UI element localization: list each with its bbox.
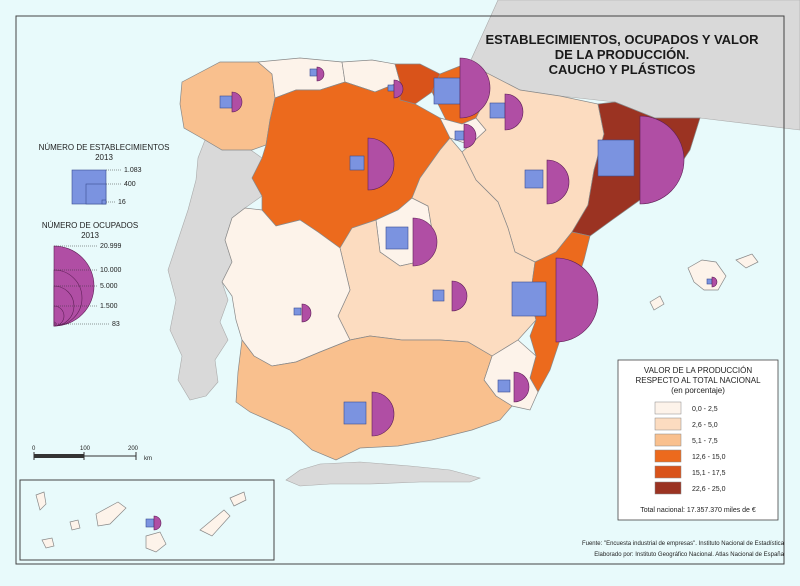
legend-class-label: 5,1 - 7,5 [692, 438, 718, 445]
legend-establishments-value: 16 [118, 199, 126, 206]
employed-semicircle [711, 276, 718, 288]
establishments-square [524, 169, 544, 189]
island-el-hierro [41, 537, 55, 549]
title-line-3: CAUCHO Y PLÁSTICOS [549, 62, 696, 77]
employed-semicircle [513, 371, 530, 403]
africa-land [285, 461, 481, 487]
legend-establishments-title: NÚMERO DE ESTABLECIMIENTOS [39, 143, 170, 152]
employed-semicircle [367, 137, 395, 191]
map-title: ESTABLECIMIENTOS, OCUPADOS Y VALOR DE LA… [485, 32, 759, 77]
title-line-2: DE LA PRODUCCIÓN. [555, 47, 690, 62]
canary-islands [35, 491, 247, 553]
employed-semicircle [393, 79, 404, 99]
legend-class-label: 12,6 - 15,0 [692, 454, 726, 461]
legend-employed: NÚMERO DE OCUPADOS 2013 20.999 10.000 5.… [42, 221, 138, 328]
legend-production-title-3: (en porcentaje) [671, 386, 725, 395]
legend-production-box [617, 359, 779, 521]
legend-employed-value: 10.000 [100, 267, 122, 274]
legend-employed-value: 1.500 [100, 303, 118, 310]
scale-label-0: 0 [32, 446, 36, 452]
employed-semicircle [412, 217, 438, 267]
scale-unit: km [144, 456, 152, 462]
scale-label-200: 200 [128, 446, 139, 452]
employed-semicircle [371, 391, 395, 437]
legend-establishments: NÚMERO DE ESTABLECIMIENTOS 2013 1.083 40… [39, 143, 170, 206]
employed-semicircle [231, 91, 243, 113]
legend-employed-value: 83 [112, 321, 120, 328]
legend-class-swatch [654, 401, 682, 415]
establishments-square [433, 77, 461, 105]
scale-label-100: 100 [80, 446, 91, 452]
employed-semicircle [463, 123, 477, 149]
establishments-square [349, 155, 365, 171]
employed-semicircle [451, 280, 468, 312]
legend-class-swatch [654, 433, 682, 447]
island-lanzarote [229, 491, 247, 507]
establishments-square [309, 68, 318, 77]
employed-semicircle [639, 115, 685, 205]
island-la-gomera [69, 519, 81, 531]
establishments-square [219, 95, 233, 109]
legend-class-swatch [654, 449, 682, 463]
legend-class-swatch [654, 417, 682, 431]
establishments-square [343, 401, 367, 425]
legend-square-small [101, 199, 107, 205]
employed-semicircle [316, 66, 325, 82]
france-land [469, 0, 800, 131]
establishments-square [385, 226, 409, 250]
legend-class-label: 0,0 - 2,5 [692, 406, 718, 413]
island-la-palma [35, 491, 47, 511]
proportional-symbols [145, 57, 718, 531]
legend-establishments-value: 1.083 [124, 167, 142, 174]
establishments-square [454, 130, 465, 141]
island-gran-canaria [145, 531, 167, 553]
scale-bar-block [34, 454, 84, 458]
island-ibiza [649, 295, 665, 311]
establishments-square [497, 379, 511, 393]
establishments-square [293, 307, 302, 316]
credit-note: Elaborado por: Instituto Geográfico Naci… [594, 552, 784, 558]
legend-employed-value: 5.000 [100, 283, 118, 290]
employed-semicircle [504, 93, 524, 131]
legend-square-medium [85, 183, 107, 205]
employed-semicircle [555, 257, 599, 343]
legend-class-swatch [654, 481, 682, 495]
employed-semicircle [153, 515, 162, 531]
map-frame [15, 15, 785, 565]
employed-semicircle [459, 57, 491, 119]
title-line-1: ESTABLECIMIENTOS, OCUPADOS Y VALOR [485, 32, 759, 47]
establishments-square [511, 281, 547, 317]
legend-establishments-year: 2013 [95, 153, 113, 162]
establishments-square [597, 139, 635, 177]
source-note: Fuente: "Encuesta industrial de empresas… [582, 541, 785, 547]
establishments-square [489, 102, 506, 119]
legend-employed-title: NÚMERO DE OCUPADOS [42, 221, 138, 230]
island-tenerife [95, 501, 127, 527]
establishments-square [706, 278, 713, 285]
legend-class-label: 2,6 - 5,0 [692, 422, 718, 429]
establishments-square [145, 518, 155, 528]
legend-production-title-2: RESPECTO AL TOTAL NACIONAL [635, 376, 761, 385]
legend-class-label: 22,6 - 25,0 [692, 486, 726, 493]
employed-semicircle [546, 159, 570, 205]
legend-production-total: Total nacional: 17.357.370 miles de € [640, 507, 756, 514]
legend-class-label: 15,1 - 17,5 [692, 470, 726, 477]
scale-bar: 0 100 200 km [32, 446, 152, 462]
employed-semicircle [301, 303, 312, 323]
legend-class-swatch [654, 465, 682, 479]
island-menorca [735, 253, 759, 269]
legend-establishments-value: 400 [124, 181, 136, 188]
establishments-square [432, 289, 445, 302]
legend-production-title-1: VALOR DE LA PRODUCCIÓN [644, 366, 753, 375]
legend-employed-year: 2013 [81, 231, 99, 240]
legend-employed-value: 20.999 [100, 243, 122, 250]
establishments-square [387, 84, 395, 92]
legend-production: VALOR DE LA PRODUCCIÓN RESPECTO AL TOTAL… [617, 359, 779, 521]
island-fuerteventura [199, 509, 231, 537]
